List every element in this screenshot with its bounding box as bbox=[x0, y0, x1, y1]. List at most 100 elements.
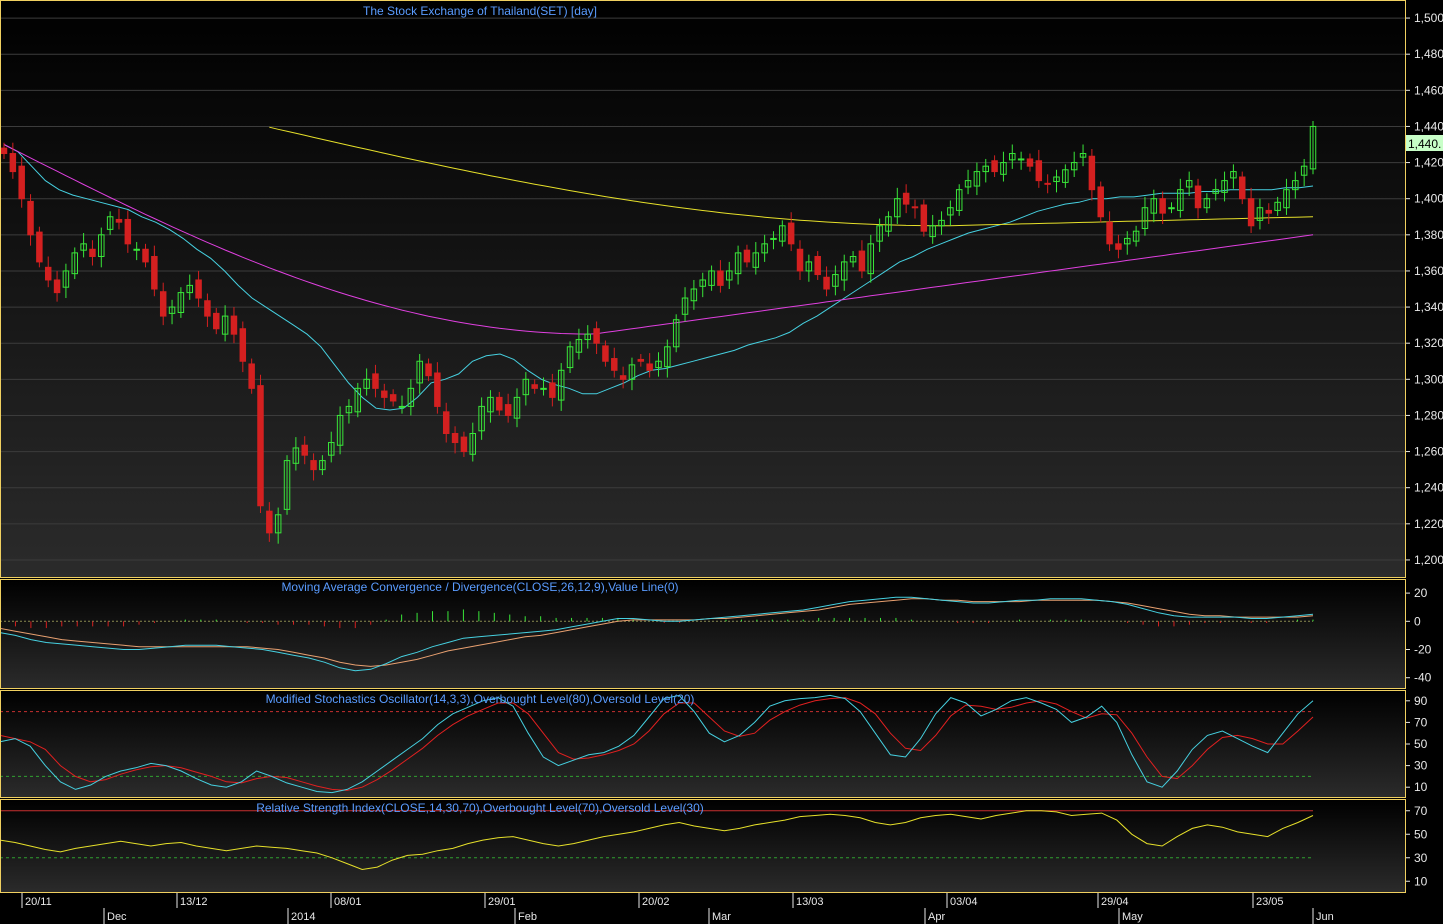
candle-down bbox=[531, 384, 538, 389]
date-label: 20/02 bbox=[642, 896, 670, 908]
candle-down bbox=[858, 250, 866, 272]
y-tick-label: 1,400 bbox=[1414, 192, 1443, 206]
candle-down bbox=[602, 345, 609, 362]
candle-up bbox=[708, 270, 715, 286]
candle-down bbox=[1239, 176, 1246, 200]
y-tick-label: 1,320 bbox=[1414, 336, 1443, 350]
candle-up bbox=[770, 237, 777, 240]
candle-down bbox=[301, 444, 308, 456]
date-axis: 20/11 13/12 08/01 29/01 20/02 13/03 03/04 29/04… bbox=[21, 893, 1334, 924]
candle-down bbox=[717, 270, 724, 286]
candle-down bbox=[310, 460, 317, 471]
candle-down bbox=[1106, 221, 1113, 245]
candle-down bbox=[991, 160, 998, 173]
candle-up bbox=[168, 306, 176, 314]
candle-up bbox=[513, 396, 521, 419]
candle-down bbox=[9, 153, 17, 173]
rsi-line bbox=[0, 810, 1314, 871]
candle-up bbox=[1230, 171, 1237, 179]
candle-up bbox=[628, 364, 636, 380]
candle-down bbox=[425, 363, 432, 377]
candle-down bbox=[213, 312, 220, 330]
candle-down bbox=[549, 382, 556, 398]
candle-up bbox=[982, 165, 989, 173]
candle-up bbox=[955, 189, 963, 211]
panel-borders bbox=[0, 0, 1406, 893]
candle-up bbox=[805, 261, 813, 272]
candle-down bbox=[1194, 185, 1202, 209]
candle-up bbox=[1000, 162, 1007, 175]
month-label: Mar bbox=[712, 911, 731, 923]
y-tick-label: 10 bbox=[1414, 780, 1428, 794]
panel-border bbox=[0, 690, 1406, 798]
price-panel: The Stock Exchange of Thailand(SET) [day… bbox=[0, 0, 1406, 578]
panel-border bbox=[0, 579, 1406, 689]
candle-down bbox=[257, 385, 264, 507]
candle-up bbox=[98, 234, 105, 257]
candle-up bbox=[1185, 180, 1193, 188]
candle-up bbox=[1150, 198, 1158, 214]
candle-up bbox=[1009, 153, 1016, 161]
candle-up bbox=[487, 396, 494, 413]
candle-up bbox=[522, 378, 530, 396]
candle-up bbox=[1274, 201, 1281, 211]
candle-down bbox=[637, 358, 645, 362]
y-tick-label: 20 bbox=[1414, 586, 1428, 600]
y-tick-label: 1,240 bbox=[1414, 481, 1443, 495]
month-label: Feb bbox=[518, 911, 537, 923]
price-panel-title: The Stock Exchange of Thailand(SET) [day… bbox=[363, 4, 597, 18]
candle-down bbox=[902, 192, 910, 205]
candle-up bbox=[398, 405, 406, 408]
candle-down bbox=[460, 436, 468, 453]
date-axis-area bbox=[0, 894, 1406, 924]
candle-up bbox=[80, 243, 87, 251]
y-tick-label: -20 bbox=[1414, 643, 1432, 657]
panel-border bbox=[0, 799, 1406, 893]
candle-up bbox=[1177, 189, 1184, 211]
candle-up bbox=[575, 339, 583, 353]
candle-up bbox=[876, 225, 883, 242]
y-tick-label: 70 bbox=[1414, 804, 1428, 818]
stochastics-panel-title: Modified Stochastics Oscillator(14,3,3),… bbox=[266, 692, 695, 706]
last-price-value: 1,440. bbox=[1408, 137, 1441, 151]
candle-up bbox=[1203, 198, 1211, 209]
macd-histogram bbox=[0, 609, 1314, 629]
candle-up bbox=[540, 387, 547, 390]
candle-up bbox=[106, 216, 114, 230]
candle-up bbox=[929, 225, 936, 238]
candle-down bbox=[593, 328, 600, 344]
month-label: Jun bbox=[1316, 911, 1334, 923]
y-tick-label: 30 bbox=[1414, 759, 1428, 773]
candle-up bbox=[1141, 207, 1149, 229]
y-tick-label: 1,340 bbox=[1414, 300, 1443, 314]
candle-down bbox=[389, 394, 397, 402]
candle-up bbox=[177, 292, 185, 313]
candle-down bbox=[248, 363, 255, 389]
candle-up bbox=[699, 279, 706, 287]
macd-panel: Moving Average Convergence / Divergence(… bbox=[0, 579, 1406, 689]
rsi-line bbox=[0, 810, 1314, 871]
candle-up bbox=[478, 405, 485, 432]
candle-up bbox=[832, 274, 839, 287]
candle-down bbox=[1265, 209, 1273, 214]
macd-panel-title: Moving Average Convergence / Divergence(… bbox=[281, 580, 678, 594]
candle-up bbox=[726, 270, 733, 281]
candle-up bbox=[363, 378, 370, 389]
candle-up bbox=[1132, 230, 1140, 242]
candle-down bbox=[434, 372, 441, 407]
candle-up bbox=[779, 225, 786, 242]
candle-up bbox=[319, 460, 326, 471]
ma-mid-line bbox=[3, 144, 1314, 335]
y-tick-label: 1,480 bbox=[1414, 47, 1443, 61]
candlesticks bbox=[0, 121, 1317, 544]
candle-up bbox=[1062, 169, 1069, 183]
rsi-panel-title: Relative Strength Index(CLOSE,14,30,70),… bbox=[256, 801, 704, 815]
panel-border bbox=[0, 0, 1406, 578]
candle-up bbox=[1017, 158, 1025, 161]
date-label: 29/01 bbox=[488, 896, 516, 908]
candle-down bbox=[823, 276, 830, 290]
candle-down bbox=[18, 165, 25, 200]
candle-down bbox=[36, 231, 43, 263]
candle-up bbox=[1221, 180, 1228, 193]
